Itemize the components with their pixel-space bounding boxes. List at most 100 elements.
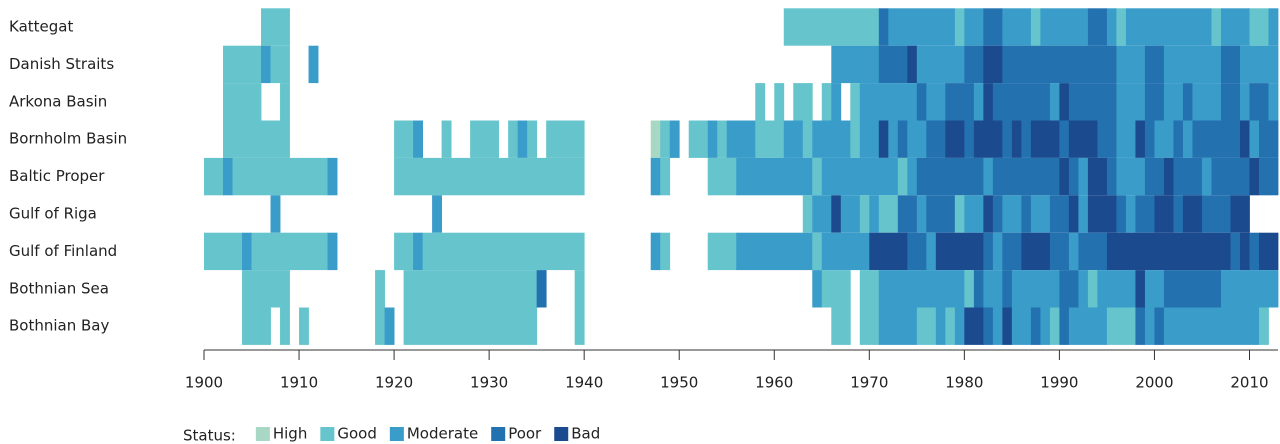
heat-cell: [802, 195, 813, 233]
legend-label: Good: [337, 425, 377, 443]
heat-cell: [973, 270, 984, 308]
legend-label: Poor: [508, 425, 542, 443]
heat-cell: [1258, 307, 1269, 345]
heat-cell: [1087, 8, 1108, 46]
heat-cell: [1068, 232, 1079, 271]
heat-cell: [660, 157, 671, 196]
heat-cell: [1201, 157, 1212, 196]
heat-cell: [251, 232, 328, 271]
heat-cell: [1049, 195, 1070, 233]
heat-cell: [1030, 8, 1041, 46]
heat-cell: [992, 232, 1003, 271]
x-tick-label: 1990: [1040, 374, 1078, 392]
heat-cell: [1002, 307, 1013, 345]
heat-cell: [926, 83, 946, 121]
heat-cell: [1239, 83, 1250, 121]
heat-cell: [232, 157, 328, 196]
heat-cell: [270, 195, 281, 233]
heat-cell: [1059, 270, 1079, 308]
heat-cell: [907, 232, 927, 271]
heat-cell: [280, 307, 290, 345]
heat-cell: [1249, 232, 1260, 271]
heat-cell: [926, 195, 956, 233]
heat-cell: [916, 83, 927, 121]
heat-cell: [897, 157, 908, 196]
heat-cell: [1182, 195, 1203, 233]
row-label: Bornholm Basin: [9, 130, 127, 148]
heat-cell: [242, 232, 252, 271]
heat-cell: [1002, 195, 1022, 233]
legend-swatch: [320, 427, 335, 441]
heat-cell: [1087, 195, 1117, 233]
heat-cell: [973, 83, 984, 121]
heat-cell: [1192, 120, 1241, 158]
row-label: Gulf of Riga: [9, 205, 97, 223]
heat-cell: [878, 8, 889, 46]
heat-cell: [1258, 232, 1279, 271]
heat-cell: [1106, 307, 1136, 345]
heat-cell: [983, 195, 994, 233]
heat-cell: [964, 307, 984, 345]
heat-cell: [1201, 195, 1231, 233]
heat-cell: [1106, 157, 1117, 196]
heat-cell: [859, 307, 880, 345]
heat-cell: [1258, 120, 1279, 158]
legend-label: High: [273, 425, 307, 443]
heat-cell: [964, 8, 984, 46]
heat-cell: [831, 307, 851, 345]
heat-cell: [1182, 120, 1193, 158]
heat-cell: [954, 195, 965, 233]
heat-cell: [717, 120, 728, 158]
heat-cell: [1068, 195, 1079, 233]
heat-cell: [973, 120, 1003, 158]
heat-cell: [1106, 232, 1231, 271]
heat-cell: [1192, 83, 1222, 121]
heat-cell: [821, 157, 899, 196]
heat-cell: [394, 157, 585, 196]
heat-cell: [1239, 232, 1250, 271]
heat-cell: [1230, 232, 1241, 271]
heat-cell: [802, 120, 813, 158]
x-tick-label: 1900: [185, 374, 223, 392]
heat-cell: [983, 232, 994, 271]
heat-cell: [1106, 8, 1117, 46]
heat-cell: [1163, 157, 1174, 196]
x-tick-label: 1940: [565, 374, 603, 392]
heat-cell: [859, 83, 918, 121]
heat-cell: [1116, 157, 1146, 196]
heat-cell: [707, 157, 737, 196]
row-label: Arkona Basin: [9, 92, 107, 110]
heat-cell: [897, 120, 908, 158]
x-tick-label: 1960: [755, 374, 793, 392]
heat-cell: [1049, 83, 1060, 121]
heat-cell: [327, 232, 338, 271]
heat-cell: [1002, 232, 1022, 271]
heat-cell: [1068, 83, 1117, 121]
heat-cell: [1220, 45, 1241, 84]
x-tick-label: 2000: [1135, 374, 1173, 392]
heat-cell: [1163, 83, 1184, 121]
heat-cell: [1040, 8, 1089, 46]
heat-cell: [1078, 157, 1089, 196]
heat-cell: [831, 45, 880, 84]
heat-cell: [916, 157, 984, 196]
heat-cell: [394, 120, 414, 158]
heat-cell: [1230, 195, 1250, 233]
heat-cell: [299, 307, 309, 345]
heat-cell: [1135, 307, 1146, 345]
legend-title: Status:: [183, 427, 236, 444]
heat-cell: [726, 120, 756, 158]
heat-cell: [1011, 270, 1060, 308]
heat-cell: [327, 157, 338, 196]
heat-cell: [1144, 307, 1155, 345]
heat-cell: [869, 232, 908, 271]
heat-cell: [907, 45, 918, 84]
row-label: Baltic Proper: [9, 167, 105, 185]
heat-cell: [669, 120, 680, 158]
heat-cell: [650, 120, 661, 158]
heat-cell: [1030, 120, 1060, 158]
heat-cell: [1154, 307, 1165, 345]
heat-cell: [1154, 195, 1174, 233]
heat-cell: [992, 195, 1003, 233]
